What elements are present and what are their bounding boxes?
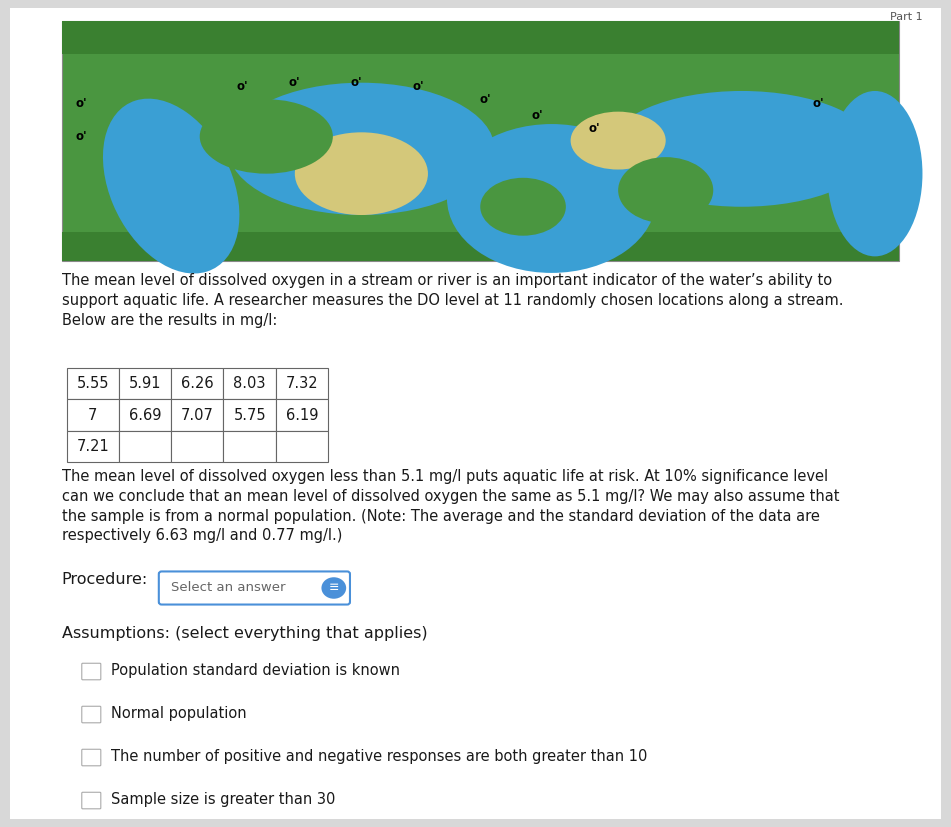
Text: 5.55: 5.55 <box>76 376 109 391</box>
FancyBboxPatch shape <box>62 21 899 54</box>
Ellipse shape <box>618 157 713 223</box>
Ellipse shape <box>571 112 666 170</box>
Text: o': o' <box>589 122 600 135</box>
Text: Population standard deviation is known: Population standard deviation is known <box>111 663 400 678</box>
Text: Select an answer: Select an answer <box>171 581 285 595</box>
Text: The number of positive and negative responses are both greater than 10: The number of positive and negative resp… <box>111 749 648 764</box>
Text: Normal population: Normal population <box>111 706 247 721</box>
Text: 7.32: 7.32 <box>285 376 319 391</box>
Text: o': o' <box>289 76 301 89</box>
FancyBboxPatch shape <box>82 749 101 766</box>
FancyBboxPatch shape <box>82 706 101 723</box>
FancyBboxPatch shape <box>67 431 119 462</box>
FancyBboxPatch shape <box>119 399 171 431</box>
FancyBboxPatch shape <box>62 21 899 261</box>
Text: 5.75: 5.75 <box>233 408 266 423</box>
Text: o': o' <box>532 109 543 122</box>
Text: o': o' <box>75 130 87 143</box>
FancyBboxPatch shape <box>82 663 101 680</box>
Ellipse shape <box>103 98 240 274</box>
Ellipse shape <box>295 132 428 215</box>
Text: o': o' <box>75 97 87 110</box>
Text: The mean level of dissolved oxygen less than 5.1 mg/l puts aquatic life at risk.: The mean level of dissolved oxygen less … <box>62 469 840 543</box>
Text: The mean level of dissolved oxygen in a stream or river is an important indicato: The mean level of dissolved oxygen in a … <box>62 273 844 327</box>
Ellipse shape <box>447 124 656 273</box>
FancyBboxPatch shape <box>171 431 223 462</box>
Ellipse shape <box>827 91 922 256</box>
Text: Assumptions: (select everything that applies): Assumptions: (select everything that app… <box>62 626 427 641</box>
Circle shape <box>321 577 346 599</box>
Ellipse shape <box>609 91 875 207</box>
FancyBboxPatch shape <box>82 792 101 809</box>
FancyBboxPatch shape <box>67 399 119 431</box>
Text: Part 1: Part 1 <box>890 12 922 22</box>
FancyBboxPatch shape <box>159 571 350 605</box>
Text: Sample size is greater than 30: Sample size is greater than 30 <box>111 792 336 807</box>
FancyBboxPatch shape <box>119 368 171 399</box>
FancyBboxPatch shape <box>276 431 328 462</box>
Ellipse shape <box>480 178 566 236</box>
Text: o': o' <box>812 97 824 110</box>
FancyBboxPatch shape <box>223 431 276 462</box>
FancyBboxPatch shape <box>62 232 899 261</box>
FancyBboxPatch shape <box>10 8 941 819</box>
Text: 5.91: 5.91 <box>128 376 162 391</box>
Text: o': o' <box>351 76 362 89</box>
Text: o': o' <box>413 80 424 93</box>
FancyBboxPatch shape <box>119 431 171 462</box>
FancyBboxPatch shape <box>171 399 223 431</box>
FancyBboxPatch shape <box>171 368 223 399</box>
Text: 8.03: 8.03 <box>233 376 266 391</box>
Text: o': o' <box>479 93 491 106</box>
Text: o': o' <box>237 80 248 93</box>
Text: Procedure:: Procedure: <box>62 572 148 587</box>
Text: ≡: ≡ <box>328 581 340 595</box>
FancyBboxPatch shape <box>276 399 328 431</box>
Ellipse shape <box>200 99 333 174</box>
FancyBboxPatch shape <box>223 368 276 399</box>
Text: 7.21: 7.21 <box>76 439 109 454</box>
Text: 6.26: 6.26 <box>181 376 214 391</box>
FancyBboxPatch shape <box>276 368 328 399</box>
Text: 6.19: 6.19 <box>285 408 319 423</box>
Text: 7.07: 7.07 <box>181 408 214 423</box>
Text: 6.69: 6.69 <box>128 408 162 423</box>
Ellipse shape <box>228 83 495 215</box>
FancyBboxPatch shape <box>67 368 119 399</box>
FancyBboxPatch shape <box>223 399 276 431</box>
Text: 7: 7 <box>88 408 97 423</box>
